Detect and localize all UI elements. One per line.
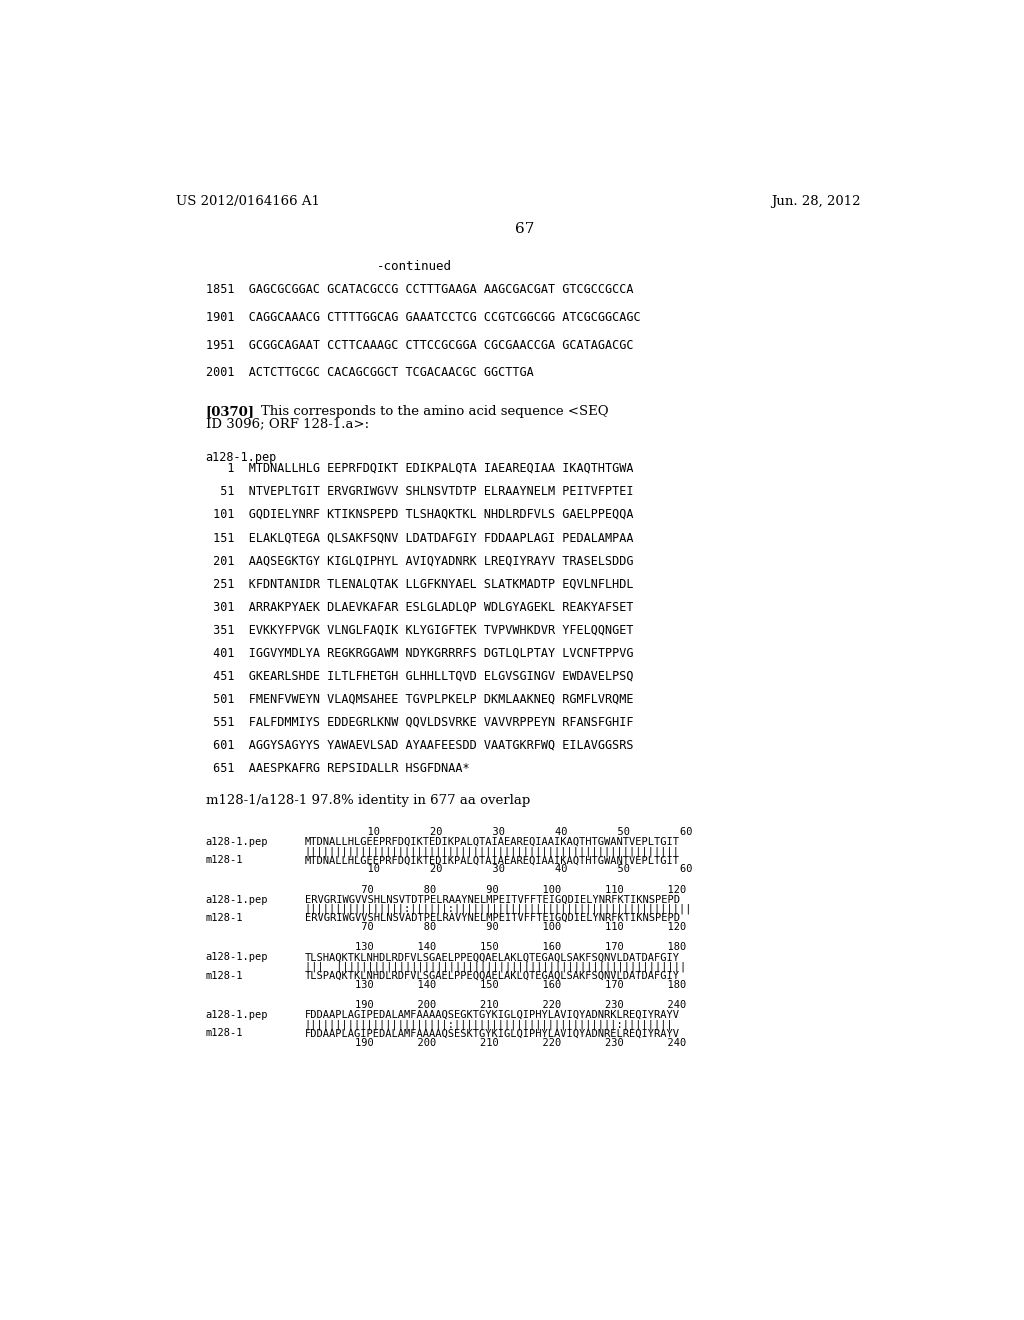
Text: m128-1: m128-1 (206, 1028, 243, 1039)
Text: m128-1: m128-1 (206, 970, 243, 981)
Text: 10        20        30        40        50        60: 10 20 30 40 50 60 (305, 865, 692, 874)
Text: MTDNALLHLGEEPRFDQIKTEDIKPALQTAIAEAREQIAAIKAQTHTGWANTVEPLTGIT: MTDNALLHLGEEPRFDQIKTEDIKPALQTAIAEAREQIAA… (305, 855, 680, 865)
Text: ERVGRIWGVVSHLNSVADTPELRAVYNELMPEITVFFTEIGQDIELYNRFKTIKNSPEPD: ERVGRIWGVVSHLNSVADTPELRAVYNELMPEITVFFTEI… (305, 913, 680, 923)
Text: 2001  ACTCTTGCGC CACAGCGGCT TCGACAACGC GGCTTGA: 2001 ACTCTTGCGC CACAGCGGCT TCGACAACGC GG… (206, 367, 534, 379)
Text: US 2012/0164166 A1: US 2012/0164166 A1 (176, 195, 319, 209)
Text: 10        20        30        40        50        60: 10 20 30 40 50 60 (305, 826, 692, 837)
Text: ||||||||||||||||||||||||||||||||||||||||||||||||||||||||||||: ||||||||||||||||||||||||||||||||||||||||… (305, 846, 680, 857)
Text: a128-1.pep: a128-1.pep (206, 837, 268, 846)
Text: 651  AAESPKAFRG REPSIDALLR HSGFDNAA*: 651 AAESPKAFRG REPSIDALLR HSGFDNAA* (206, 762, 469, 775)
Text: MTDNALLHLGEEPRFDQIKTEDIKPALQTAIAEAREQIAAIKAQTHTGWANTVEPLTGIT: MTDNALLHLGEEPRFDQIKTEDIKPALQTAIAEAREQIAA… (305, 837, 680, 846)
Text: a128-1.pep: a128-1.pep (206, 895, 268, 904)
Text: |||||||||||||||||||||||:||||||||||||||||||||||||||:||||||||: |||||||||||||||||||||||:||||||||||||||||… (305, 1019, 674, 1030)
Text: 451  GKEARLSHDE ILTLFHETGH GLHHLLTQVD ELGVSGINGV EWDAVELPSQ: 451 GKEARLSHDE ILTLFHETGH GLHHLLTQVD ELG… (206, 669, 633, 682)
Text: [0370]: [0370] (206, 405, 255, 418)
Text: 101  GQDIELYNRF KTIKNSPEPD TLSHAQKTKL NHDLRDFVLS GAELPPEQQA: 101 GQDIELYNRF KTIKNSPEPD TLSHAQKTKL NHD… (206, 508, 633, 521)
Text: 51  NTVEPLTGIT ERVGRIWGVV SHLNSVTDTP ELRAAYNELM PEITVFPTEI: 51 NTVEPLTGIT ERVGRIWGVV SHLNSVTDTP ELRA… (206, 484, 633, 498)
Text: m128-1: m128-1 (206, 855, 243, 865)
Text: 1851  GAGCGCGGAC GCATACGCCG CCTTTGAAGA AAGCGACGAT GTCGCCGCCA: 1851 GAGCGCGGAC GCATACGCCG CCTTTGAAGA AA… (206, 284, 633, 296)
Text: Jun. 28, 2012: Jun. 28, 2012 (771, 195, 861, 209)
Text: a128-1.pep: a128-1.pep (206, 451, 276, 465)
Text: TLSPAQKTKLNHDLRDFVLSGAELPPEQQAELAKLQTEGAQLSAKFSQNVLDATDAFGIY: TLSPAQKTKLNHDLRDFVLSGAELPPEQQAELAKLQTEGA… (305, 970, 680, 981)
Text: 351  EVKKYFPVGK VLNGLFAQIK KLYGIGFTEK TVPVWHKDVR YFELQQNGET: 351 EVKKYFPVGK VLNGLFAQIK KLYGIGFTEK TVP… (206, 623, 633, 636)
Text: 70        80        90       100       110       120: 70 80 90 100 110 120 (305, 923, 686, 932)
Text: ||||||||||||||||:||||||:||||||||||||||||||||||||||||||||||||||: ||||||||||||||||:||||||:||||||||||||||||… (305, 904, 692, 915)
Text: a128-1.pep: a128-1.pep (206, 1010, 268, 1020)
Text: 130       140       150       160       170       180: 130 140 150 160 170 180 (305, 979, 686, 990)
Text: |||  ||||||||||||||||||||||||||||||||||||||||||||||||||||||||: ||| ||||||||||||||||||||||||||||||||||||… (305, 961, 686, 972)
Text: 251  KFDNTANIDR TLENALQTAK LLGFKNYAEL SLATKMADTP EQVLNFLHDL: 251 KFDNTANIDR TLENALQTAK LLGFKNYAEL SLA… (206, 577, 633, 590)
Text: 601  AGGYSAGYYS YAWAEVLSAD AYAAFEESDD VAATGKRFWQ EILAVGGSRS: 601 AGGYSAGYYS YAWAEVLSAD AYAAFEESDD VAA… (206, 739, 633, 752)
Text: 1951  GCGGCAGAAT CCTTCAAAGC CTTCCGCGGA CGCGAACCGA GCATAGACGC: 1951 GCGGCAGAAT CCTTCAAAGC CTTCCGCGGA CG… (206, 339, 633, 351)
Text: ERVGRIWGVVSHLNSVTDTPELRAAYNELMPEITVFFTEIGQDIELYNRFKTIKNSPEPD: ERVGRIWGVVSHLNSVTDTPELRAAYNELMPEITVFFTEI… (305, 895, 680, 904)
Text: 201  AAQSEGKTGY KIGLQIPHYL AVIQYADNRK LREQIYRAYV TRASELSDDG: 201 AAQSEGKTGY KIGLQIPHYL AVIQYADNRK LRE… (206, 554, 633, 568)
Text: m128-1: m128-1 (206, 913, 243, 923)
Text: m128-1/a128-1 97.8% identity in 677 aa overlap: m128-1/a128-1 97.8% identity in 677 aa o… (206, 795, 529, 808)
Text: 501  FMENFVWEYN VLAQMSAHEE TGVPLPKELP DKMLAAKNEQ RGMFLVRQME: 501 FMENFVWEYN VLAQMSAHEE TGVPLPKELP DKM… (206, 693, 633, 706)
Text: ID 3096; ORF 128-1.a>:: ID 3096; ORF 128-1.a>: (206, 417, 369, 430)
Text: 70        80        90       100       110       120: 70 80 90 100 110 120 (305, 884, 686, 895)
Text: -continued: -continued (377, 260, 453, 273)
Text: 130       140       150       160       170       180: 130 140 150 160 170 180 (305, 942, 686, 952)
Text: 401  IGGVYMDLYA REGKRGGAWM NDYKGRRRFS DGTLQLPTAY LVCNFTPPVG: 401 IGGVYMDLYA REGKRGGAWM NDYKGRRRFS DGT… (206, 647, 633, 660)
Text: 67: 67 (515, 222, 535, 235)
Text: 190       200       210       220       230       240: 190 200 210 220 230 240 (305, 1001, 686, 1010)
Text: 190       200       210       220       230       240: 190 200 210 220 230 240 (305, 1038, 686, 1048)
Text: 1901  CAGGCAAACG CTTTTGGCAG GAAATCCTCG CCGTCGGCGG ATCGCGGCAGC: 1901 CAGGCAAACG CTTTTGGCAG GAAATCCTCG CC… (206, 312, 640, 323)
Text: 301  ARRAKPYAEK DLAEVKAFAR ESLGLADLQP WDLGYAGEKL REAKYAFSET: 301 ARRAKPYAEK DLAEVKAFAR ESLGLADLQP WDL… (206, 601, 633, 614)
Text: FDDAAPLAGIPEDALAMFAAAAQSESKTGYKIGLQIPHYLAVIQYADNRELREQIYRAYV: FDDAAPLAGIPEDALAMFAAAAQSESKTGYKIGLQIPHYL… (305, 1028, 680, 1039)
Text: 551  FALFDMMIYS EDDEGRLKNW QQVLDSVRKE VAVVRPPEYN RFANSFGHIF: 551 FALFDMMIYS EDDEGRLKNW QQVLDSVRKE VAV… (206, 715, 633, 729)
Text: 1  MTDNALLHLG EEPRFDQIKT EDIKPALQTA IAEAREQIAA IKAQTHTGWA: 1 MTDNALLHLG EEPRFDQIKT EDIKPALQTA IAEAR… (206, 462, 633, 475)
Text: FDDAAPLAGIPEDALAMFAAAAQSEGKTGYKIGLQIPHYLAVIQYADNRKLREQIYRAYV: FDDAAPLAGIPEDALAMFAAAAQSEGKTGYKIGLQIPHYL… (305, 1010, 680, 1020)
Text: This corresponds to the amino acid sequence <SEQ: This corresponds to the amino acid seque… (261, 405, 609, 418)
Text: 151  ELAKLQTEGA QLSAKFSQNV LDATDAFGIY FDDAAPLAGI PEDALAMPAA: 151 ELAKLQTEGA QLSAKFSQNV LDATDAFGIY FDD… (206, 531, 633, 544)
Text: TLSHAQKTKLNHDLRDFVLSGAELPPEQQAELAKLQTEGAQLSAKFSQNVLDATDAFGIY: TLSHAQKTKLNHDLRDFVLSGAELPPEQQAELAKLQTEGA… (305, 952, 680, 962)
Text: a128-1.pep: a128-1.pep (206, 952, 268, 962)
